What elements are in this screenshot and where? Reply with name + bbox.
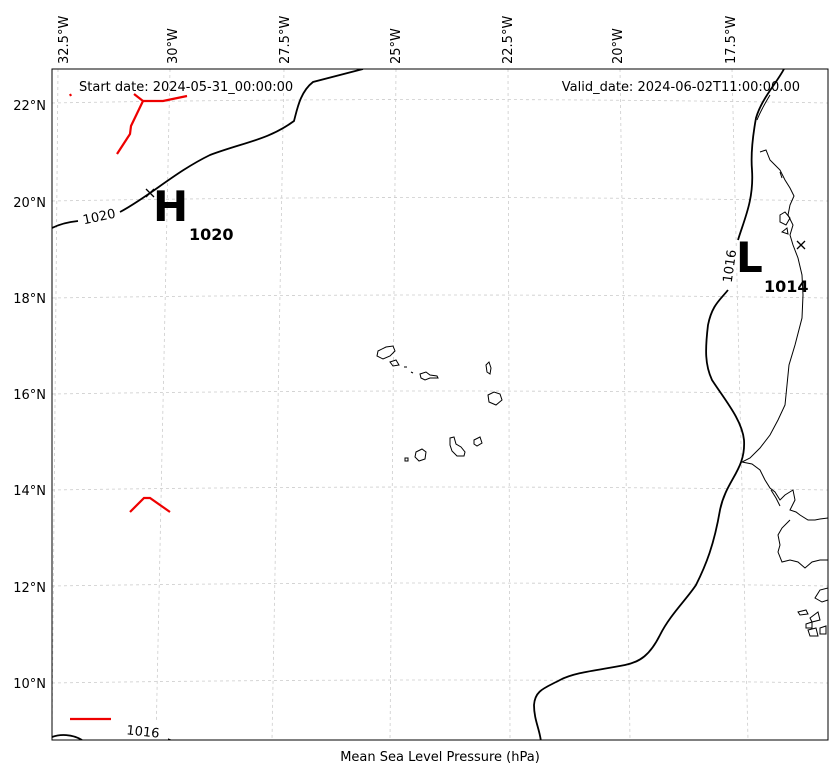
latitude-labels: 22°N 20°N 18°N 16°N 14°N 12°N 10°N xyxy=(13,99,46,692)
high-pressure-letter: H xyxy=(153,182,188,231)
parallel-14n xyxy=(52,486,828,491)
centre-markers xyxy=(145,188,806,250)
contour-label-1016-east: 1016 xyxy=(721,249,740,284)
high-center-marker xyxy=(145,188,155,198)
coastlines xyxy=(376,94,828,637)
meridian-30w xyxy=(155,69,171,740)
lat-label: 22°N xyxy=(13,99,46,114)
meridian-22-5w xyxy=(507,69,511,740)
isobar-1016-east xyxy=(533,69,785,740)
low-center-marker xyxy=(796,240,806,250)
parallel-18n xyxy=(52,294,828,299)
lat-label: 10°N xyxy=(13,677,46,692)
cabo-verde-santo-antao xyxy=(376,345,396,360)
lat-label: 18°N xyxy=(13,292,46,307)
fronts xyxy=(69,93,188,721)
lat-label: 20°N xyxy=(13,196,46,211)
meridian-32-5w xyxy=(52,69,59,740)
lat-label: 16°N xyxy=(13,388,46,403)
valid-date-text: Valid_date: 2024-06-02T11:00:00.00 xyxy=(562,80,800,95)
map-xlabel: Mean Sea Level Pressure (hPa) xyxy=(340,750,540,765)
meridian-17-5w xyxy=(731,69,749,740)
cabo-verde-sal xyxy=(485,361,492,375)
start-date-text: Start date: 2024-05-31_00:00:00 xyxy=(79,80,293,95)
meridian-20w xyxy=(619,69,631,740)
low-pressure-letter: L xyxy=(736,233,763,282)
cabo-verde-fogo xyxy=(414,448,427,462)
parallel-16n xyxy=(52,390,828,395)
lat-label: 14°N xyxy=(13,484,46,499)
high-pressure-value: 1020 xyxy=(189,225,234,244)
lon-label: 22.5°W xyxy=(501,16,516,64)
isobar-1020 xyxy=(52,69,364,229)
lon-label: 25°W xyxy=(389,28,404,64)
front-north xyxy=(116,94,188,155)
lon-label: 27.5°W xyxy=(278,16,293,64)
cabo-verde-santa-luzia xyxy=(404,366,414,374)
cabo-verde-boa-vista xyxy=(487,391,503,406)
africa-coast xyxy=(740,94,828,603)
longitude-labels: 32.5°W 30°W 27.5°W 25°W 22.5°W 20°W 17.5… xyxy=(57,16,739,64)
lon-label: 20°W xyxy=(611,28,626,64)
front-south xyxy=(129,496,171,513)
front-dot xyxy=(69,93,72,97)
cabo-verde-sao-nicolau xyxy=(419,371,439,381)
lon-label: 17.5°W xyxy=(724,16,739,64)
lat-label: 12°N xyxy=(13,581,46,596)
lon-label: 32.5°W xyxy=(57,16,72,64)
contour-label-1020: 1020 xyxy=(82,207,117,229)
map-frame xyxy=(51,68,829,741)
meridian-25w xyxy=(389,69,397,740)
meridian-27-5w xyxy=(271,69,285,740)
parallel-10n xyxy=(52,679,828,684)
bissau-islands xyxy=(797,609,827,637)
isobars xyxy=(52,69,785,740)
parallel-20n xyxy=(52,197,828,202)
cabo-verde-maio xyxy=(473,436,483,447)
cabo-verde-sao-vicente xyxy=(389,359,400,367)
cabo-verde-santiago xyxy=(449,436,466,457)
low-pressure-value: 1014 xyxy=(764,277,809,296)
cabo-verde-brava xyxy=(404,457,409,462)
graticule xyxy=(52,69,828,740)
contour-label-1016-sw: 1016 xyxy=(126,723,160,741)
coast-small xyxy=(770,171,791,507)
lon-label: 30°W xyxy=(166,28,181,64)
parallel-12n xyxy=(52,582,828,587)
front-north-tip xyxy=(133,93,144,102)
